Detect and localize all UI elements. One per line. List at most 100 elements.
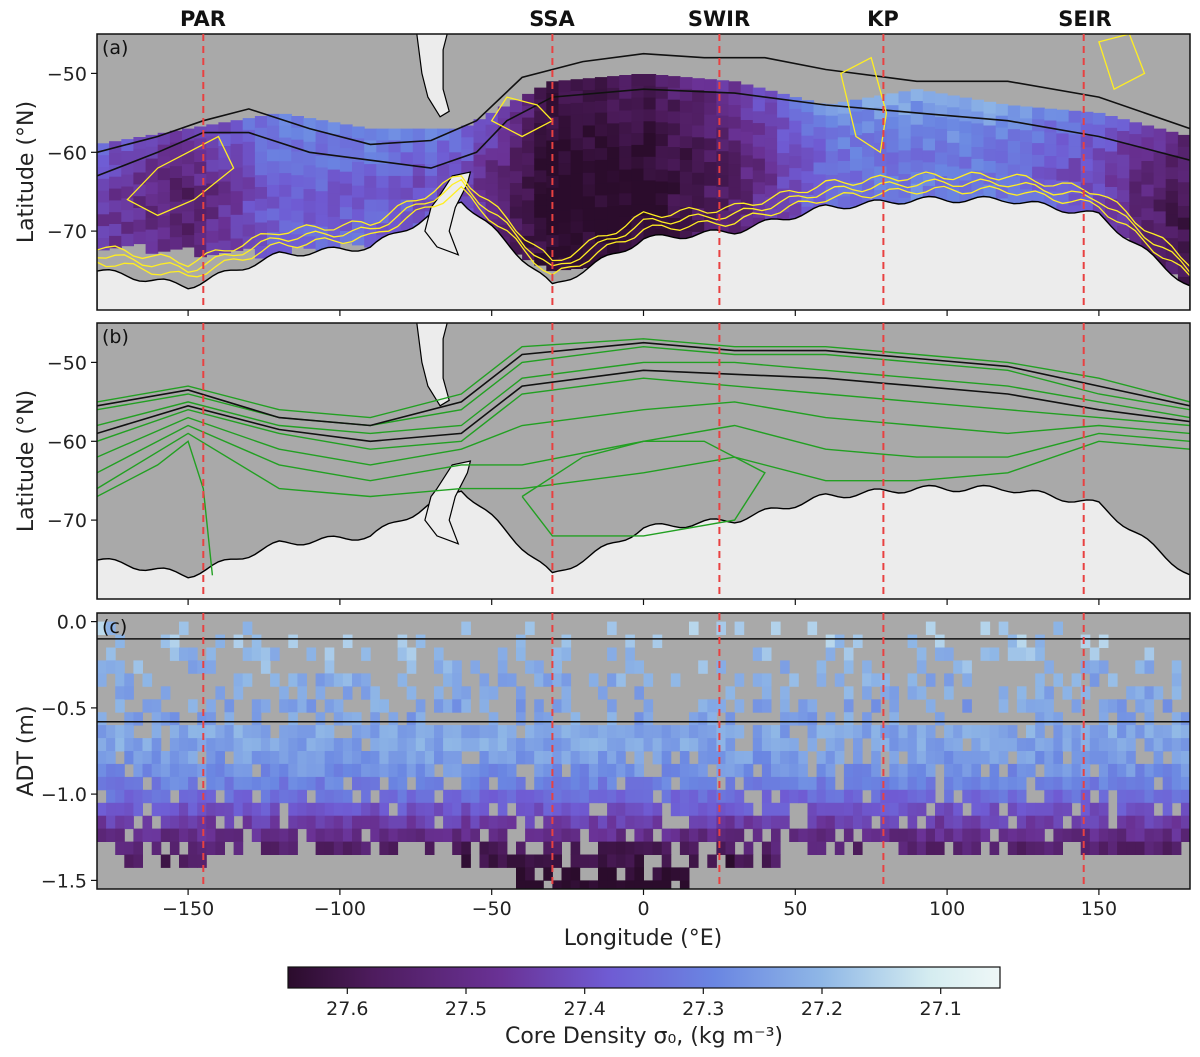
adt-density-cell [1089, 802, 1100, 817]
adt-density-cell [188, 763, 198, 778]
adt-density-cell [843, 789, 854, 804]
adt-density-cell [570, 867, 581, 881]
adt-density-cell [807, 828, 818, 842]
density-cell [607, 99, 620, 113]
density-cell [400, 175, 414, 189]
density-cell [1056, 145, 1070, 158]
colorbar-tick-label: 27.3 [682, 998, 724, 1020]
adt-density-cell [1144, 647, 1155, 661]
adt-density-cell [570, 712, 581, 726]
adt-density-cell [270, 776, 280, 791]
adt-density-cell [971, 751, 981, 765]
density-cell [594, 159, 608, 173]
adt-density-cell [534, 802, 544, 817]
density-cell [121, 151, 134, 164]
density-cell [1056, 133, 1070, 146]
adt-density-cell [1144, 660, 1155, 674]
adt-density-cell [1080, 634, 1091, 648]
density-cell [169, 130, 183, 144]
adt-density-cell [907, 841, 918, 855]
density-cell [850, 194, 863, 207]
density-cell [558, 210, 572, 223]
adt-density-cell [1053, 738, 1063, 752]
adt-density-cell [944, 763, 954, 778]
adt-density-cell [215, 738, 225, 752]
density-cell [109, 188, 122, 201]
y-tick-label: 0.0 [57, 612, 87, 634]
density-cell [1141, 161, 1155, 174]
adt-density-cell [698, 789, 708, 804]
density-cell [1165, 190, 1179, 204]
density-cell [1177, 146, 1190, 160]
density-cell [643, 168, 657, 181]
density-cell [935, 164, 948, 177]
adt-density-cell [124, 776, 134, 791]
adt-density-cell [889, 815, 899, 830]
adt-density-cell [907, 751, 918, 765]
adt-density-cell [233, 673, 244, 687]
adt-density-cell [516, 854, 526, 868]
adt-density-cell [989, 725, 1000, 739]
adt-density-cell [397, 738, 408, 752]
adt-density-cell [415, 725, 426, 739]
adt-density-cell [1108, 699, 1118, 713]
adt-density-cell [916, 802, 927, 817]
adt-density-cell [497, 776, 508, 791]
adt-density-cell [370, 686, 380, 700]
adt-density-cell [452, 699, 462, 713]
density-cell [667, 99, 681, 113]
density-cell [461, 125, 474, 138]
adt-density-cell [525, 738, 535, 752]
density-cell [607, 218, 620, 231]
density-cell [922, 150, 936, 163]
adt-density-cell [1071, 789, 1082, 804]
density-cell [631, 192, 645, 205]
density-cell [437, 140, 450, 153]
adt-density-cell [443, 725, 453, 739]
adt-density-cell [379, 828, 389, 842]
adt-density-cell [1171, 686, 1182, 700]
adt-density-cell [315, 815, 326, 830]
density-cell [558, 198, 572, 211]
adt-density-cell [1053, 763, 1063, 778]
adt-density-cell [443, 789, 453, 804]
adt-density-cell [197, 802, 207, 817]
adt-density-cell [169, 815, 180, 830]
adt-density-cell [1080, 776, 1091, 791]
density-cell [461, 137, 474, 150]
adt-density-cell [1135, 828, 1145, 842]
density-cell [655, 181, 669, 194]
density-cell [971, 123, 985, 136]
adt-density-cell [1171, 828, 1182, 842]
adt-density-cell [251, 712, 262, 726]
density-cell [862, 109, 875, 122]
adt-density-cell [233, 634, 244, 648]
density-cell [1129, 228, 1142, 242]
adt-density-cell [497, 647, 508, 661]
density-cell [388, 187, 402, 201]
adt-density-cell [944, 751, 954, 765]
adt-density-cell [1180, 763, 1190, 778]
density-cell [692, 149, 705, 162]
adt-density-cell [1108, 841, 1118, 855]
density-cell [485, 183, 499, 197]
adt-density-cell [525, 621, 535, 635]
density-cell [570, 114, 584, 128]
density-cell [182, 187, 195, 201]
density-cell [303, 177, 317, 190]
adt-density-cell [379, 725, 389, 739]
adt-density-cell [479, 776, 490, 791]
adt-density-cell [306, 815, 317, 830]
density-cell [400, 140, 414, 153]
adt-density-cell [734, 673, 745, 687]
density-cell [898, 91, 912, 104]
adt-density-cell [643, 815, 654, 830]
adt-density-cell [625, 634, 635, 648]
adt-density-cell [843, 828, 854, 842]
density-cell [837, 137, 851, 150]
adt-density-cell [679, 828, 690, 842]
adt-density-cell [725, 763, 736, 778]
density-cell [121, 233, 134, 247]
density-cell [534, 111, 547, 124]
adt-density-cell [342, 712, 353, 726]
